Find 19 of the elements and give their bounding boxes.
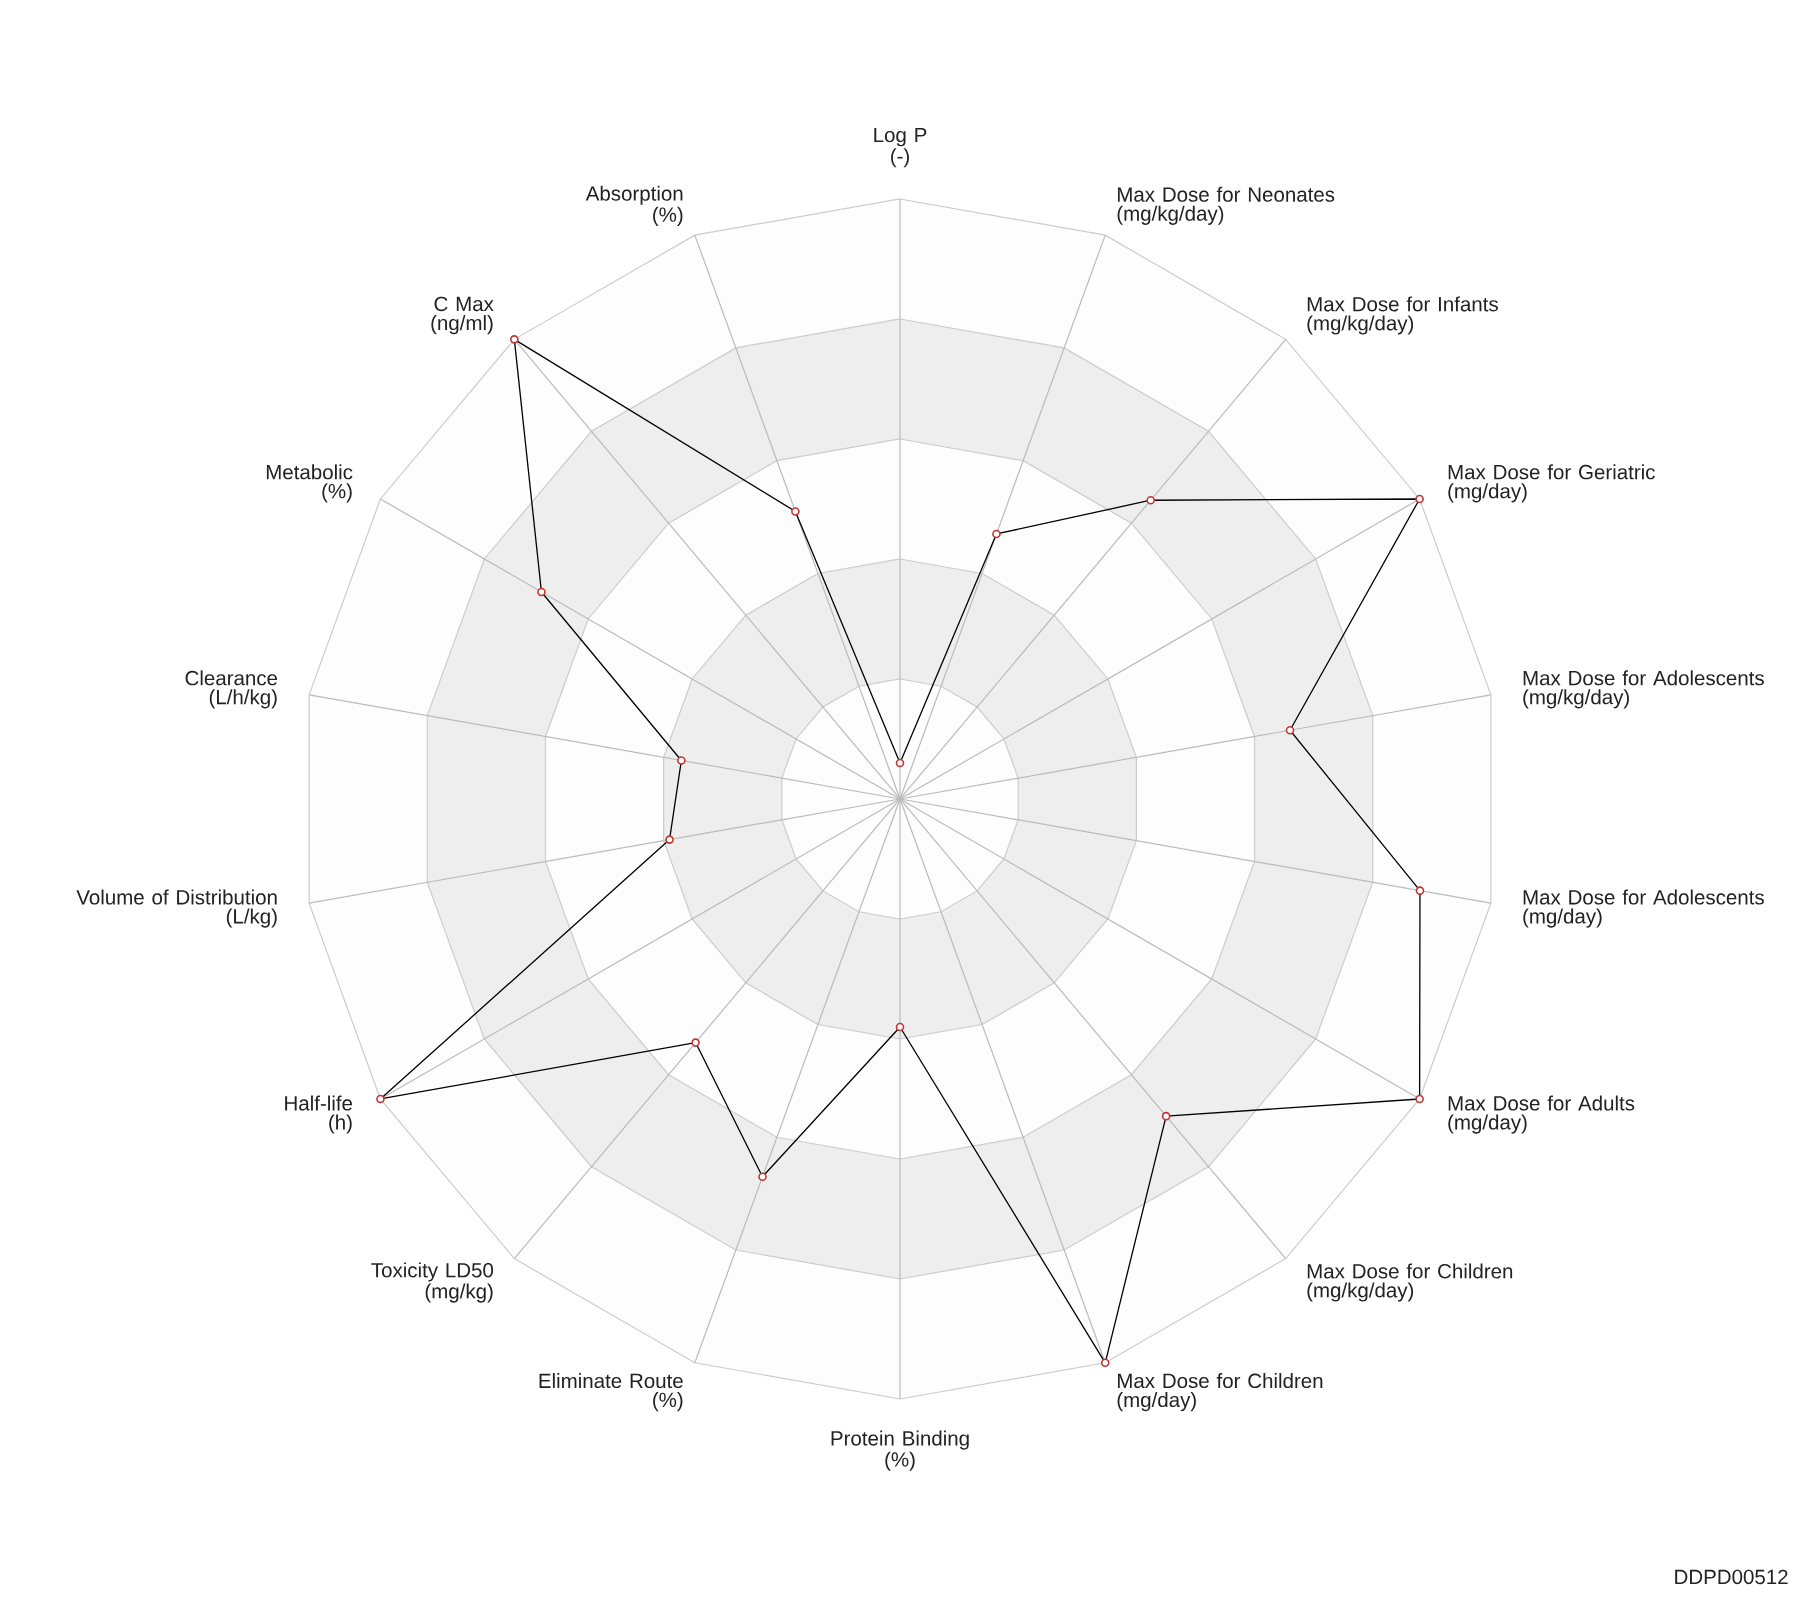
spoke-label: Max Dose for Geriatric (mg/day) (1448, 464, 1655, 503)
spoke-label: Protein Binding (%) (831, 1430, 969, 1471)
spoke-label: Max Dose for Adolescents (mg/kg/day) (1523, 670, 1764, 709)
spoke-label: Max Dose for Infants (mg/kg/day) (1307, 296, 1498, 335)
spoke-label: Half-life (h) (285, 1095, 353, 1134)
spoke-label: Metabolic (%) (266, 464, 353, 503)
spoke-label: Max Dose for Children (mg/kg/day) (1307, 1263, 1513, 1302)
spoke-label: Max Dose for Adults (mg/day) (1448, 1095, 1635, 1134)
spoke-label: Eliminate Route (%) (539, 1373, 683, 1412)
spoke-label: Max Dose for Neonates (mg/kg/day) (1117, 186, 1335, 225)
spoke-label: Clearance (L/h/kg) (185, 670, 278, 709)
spoke-label: C Max (ng/ml) (431, 296, 494, 335)
spoke-label: Max Dose for Adolescents (mg/day) (1523, 889, 1764, 928)
spoke-label: Volume of Distribution (L/kg) (76, 889, 277, 928)
spoke-label: Toxicity LD50 (mg/kg) (371, 1262, 494, 1303)
spoke-label: Absorption (%) (585, 185, 683, 226)
spoke-label: Log P (-) (874, 127, 927, 168)
spoke-label: Max Dose for Children (mg/day) (1117, 1373, 1323, 1412)
text: DDPD00512 (1675, 1569, 1788, 1585)
